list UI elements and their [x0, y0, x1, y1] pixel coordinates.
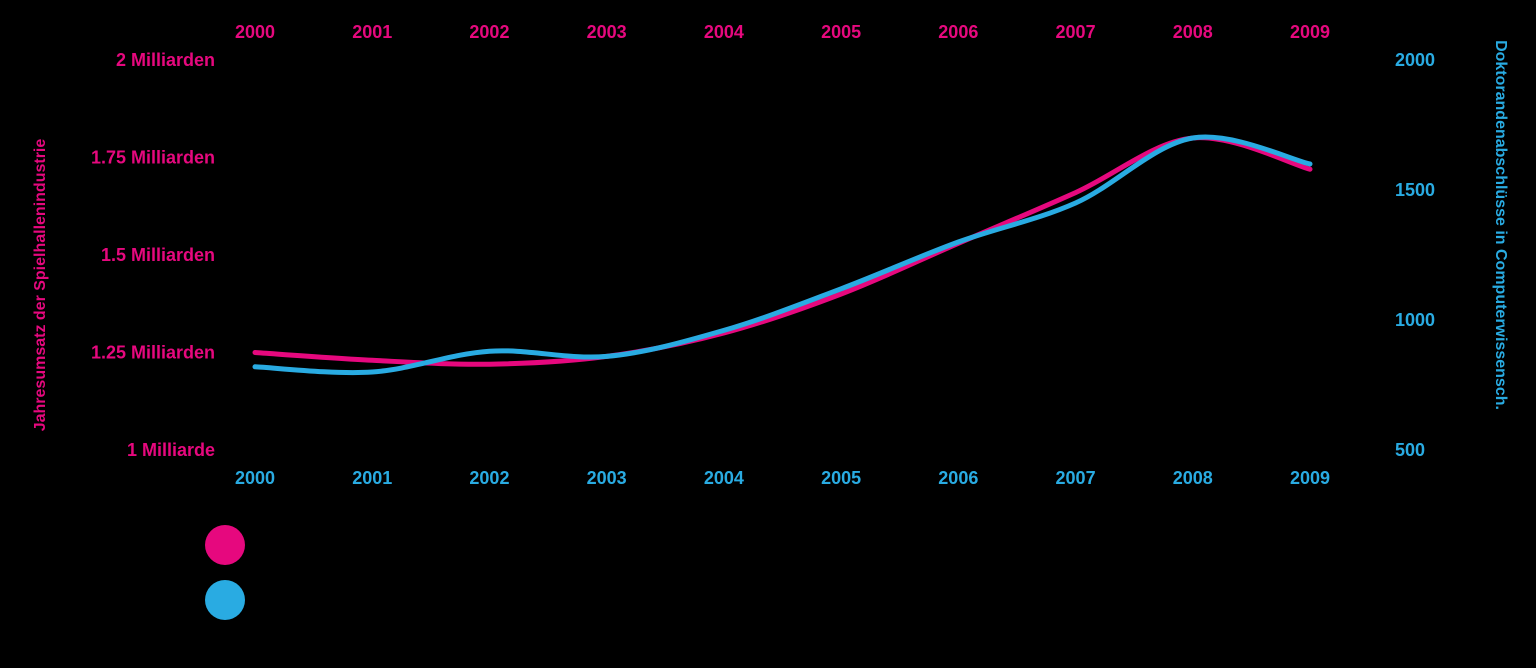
legend-label-arcade_revenue: Umsatz der Spielhallenindustrie [259, 535, 512, 555]
chart-svg: 2000 2001 2002 2003 2004 2005 2006 2007 2008 2009… [0, 0, 1536, 668]
x-tick-bottom: 2001 [352, 468, 392, 488]
x-tick-top: 2009 [1290, 22, 1330, 42]
x-tick-bottom: 2000 [235, 468, 275, 488]
y-tick-right: 1500 [1395, 180, 1435, 200]
x-tick-top: 2004 [704, 22, 744, 42]
y-axis-title-left: Jahresumsatz der Spielhallenindustrie [32, 139, 49, 432]
y-tick-right: 2000 [1395, 50, 1435, 70]
y-tick-right: 500 [1395, 440, 1425, 460]
x-tick-bottom: 2009 [1290, 468, 1330, 488]
x-tick-bottom: 2002 [469, 468, 509, 488]
x-tick-top: 2003 [587, 22, 627, 42]
y-tick-left: 1 Milliarde [127, 440, 215, 460]
x-tick-bottom: 2005 [821, 468, 861, 488]
x-tick-top: 2002 [469, 22, 509, 42]
x-tick-bottom: 2006 [938, 468, 978, 488]
x-tick-bottom: 2004 [704, 468, 744, 488]
y-axis-title-right: Doktorandenabschlüsse in Computerwissens… [1492, 40, 1509, 410]
y-tick-left: 1.25 Milliarden [91, 343, 215, 363]
y-tick-left: 1.75 Milliarden [91, 148, 215, 168]
y-tick-left: 1.5 Milliarden [101, 245, 215, 265]
x-tick-top: 2007 [1056, 22, 1096, 42]
x-tick-top: 2006 [938, 22, 978, 42]
x-tick-bottom: 2008 [1173, 468, 1213, 488]
y-tick-left: 2 Milliarden [116, 50, 215, 70]
x-tick-top: 2005 [821, 22, 861, 42]
x-tick-top: 2008 [1173, 22, 1213, 42]
legend-dot-arcade_revenue [205, 525, 245, 565]
legend-label-cs_doctorates: Doktorandenabschlüsse in Computerwissens… [259, 590, 678, 610]
x-tick-bottom: 2003 [587, 468, 627, 488]
chart-background [0, 0, 1536, 668]
x-tick-top: 2000 [235, 22, 275, 42]
legend-dot-cs_doctorates [205, 580, 245, 620]
y-tick-right: 1000 [1395, 310, 1435, 330]
x-tick-top: 2001 [352, 22, 392, 42]
dual-axis-line-chart: 2000 2001 2002 2003 2004 2005 2006 2007 2008 2009… [0, 0, 1536, 668]
x-tick-bottom: 2007 [1056, 468, 1096, 488]
